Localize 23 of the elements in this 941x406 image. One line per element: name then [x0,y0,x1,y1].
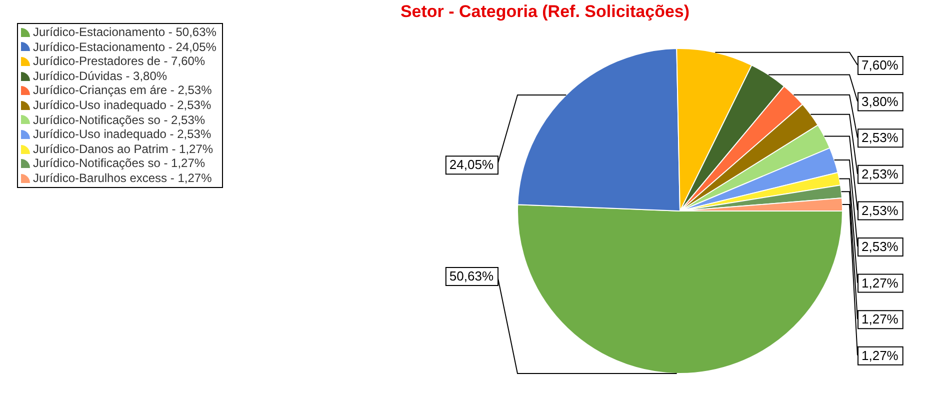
legend-label: Jurídico-Estacionamento - 50,63% [33,25,216,40]
legend-label: Jurídico-Prestadores de - 7,60% [33,54,206,69]
data-label: 2,53% [862,239,899,254]
legend-label: Jurídico-Uso inadequado - 2,53% [33,127,212,142]
data-label: 1,27% [862,275,899,290]
legend-label: Jurídico-Barulhos excess - 1,27% [33,170,212,186]
data-label: 1,27% [862,348,899,363]
legend-label: Jurídico-Notificações so - 1,27% [33,156,206,171]
data-label: 1,27% [862,312,899,327]
data-label: 2,53% [862,130,899,146]
chart-title: Setor - Categoria (Ref. Solicitações) [399,2,691,22]
legend-label: Jurídico-Uso inadequado - 2,53% [33,98,212,113]
data-label: 3,80% [862,94,899,109]
data-label: 2,53% [862,166,899,182]
data-label: 2,53% [862,202,899,218]
legend-label: Jurídico-Danos ao Patrim - 1,27% [33,142,214,156]
legend-label: Jurídico-Dúvidas - 3,80% [33,68,168,84]
legend-label: Jurídico-Estacionamento - 24,05% [33,40,216,54]
data-label: 24,05% [449,157,494,172]
data-label: 50,63% [449,268,494,284]
legend-label: Jurídico-Notificações so - 2,53% [33,112,206,128]
data-label: 7,60% [862,58,899,73]
legend-label: Jurídico-Crianças em áre - 2,53% [33,83,212,98]
